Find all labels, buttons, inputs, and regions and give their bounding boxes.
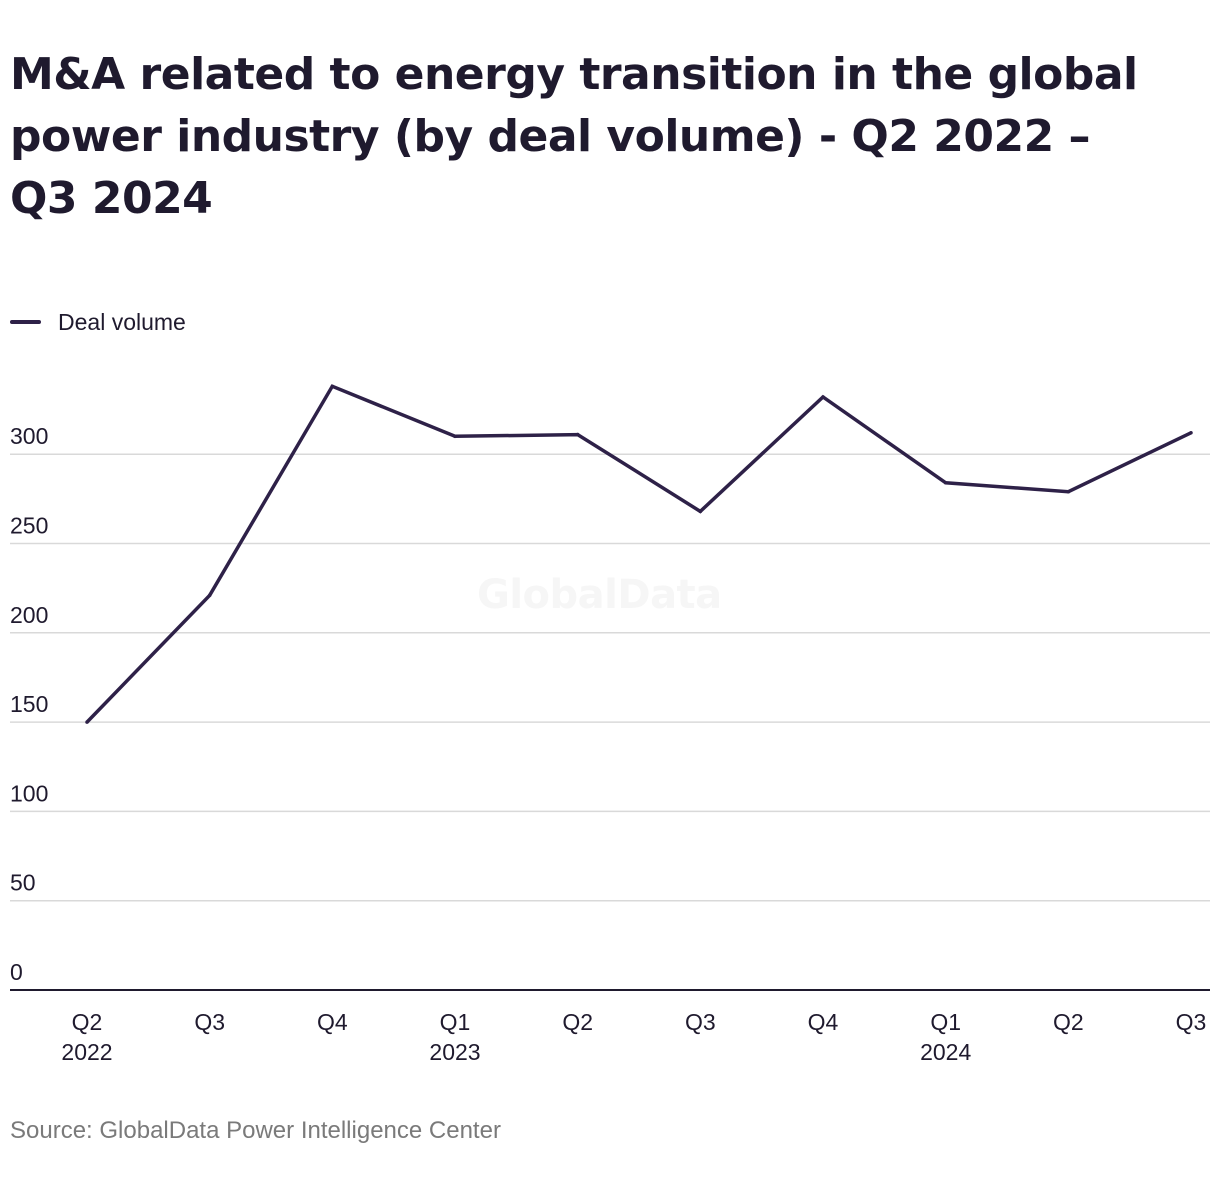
y-tick-label-200: 200 bbox=[10, 602, 48, 628]
data-point-0-1 bbox=[207, 593, 212, 598]
x-tick-year-7: 2024 bbox=[920, 1039, 971, 1065]
x-tick-label-4: Q2 bbox=[562, 1009, 593, 1035]
x-tick-label-9: Q3 bbox=[1176, 1009, 1207, 1035]
legend: Deal volume bbox=[10, 307, 186, 337]
legend-label-deal-volume: Deal volume bbox=[58, 308, 186, 335]
data-point-0-6 bbox=[821, 395, 825, 399]
chart-title: M&A related to energy transition in the … bbox=[10, 49, 1138, 224]
data-point-0-3 bbox=[453, 434, 457, 439]
legend-swatch-deal-volume bbox=[10, 320, 41, 324]
x-tick-year-3: 2023 bbox=[429, 1039, 480, 1065]
x-tick-label-1: Q3 bbox=[194, 1009, 225, 1035]
x-tick-label-3: Q1 bbox=[440, 1009, 471, 1035]
data-point-0-9 bbox=[1189, 431, 1193, 435]
x-tick-label-8: Q2 bbox=[1053, 1009, 1084, 1035]
series-line-0 bbox=[85, 384, 1192, 724]
x-tick-label-2: Q4 bbox=[317, 1009, 348, 1035]
data-point-0-5 bbox=[698, 509, 703, 514]
data-point-0-7 bbox=[943, 481, 948, 485]
data-point-0-0 bbox=[85, 720, 89, 724]
y-tick-label-300: 300 bbox=[10, 423, 48, 449]
y-tick-label-50: 50 bbox=[10, 870, 36, 896]
data-point-0-2 bbox=[330, 384, 335, 389]
x-tick-label-6: Q4 bbox=[808, 1009, 839, 1035]
data-point-0-8 bbox=[1066, 489, 1071, 494]
x-tick-label-5: Q3 bbox=[685, 1009, 716, 1035]
y-tick-label-150: 150 bbox=[10, 691, 48, 717]
y-tick-label-0: 0 bbox=[10, 959, 23, 985]
watermark: GlobalData bbox=[477, 572, 722, 618]
data-point-0-4 bbox=[575, 432, 580, 437]
x-tick-label-0: Q2 bbox=[72, 1009, 103, 1035]
y-tick-label-100: 100 bbox=[10, 780, 48, 806]
source-note: Source: GlobalData Power Intelligence Ce… bbox=[10, 1117, 501, 1144]
x-tick-label-7: Q1 bbox=[930, 1009, 961, 1035]
x-tick-year-0: 2022 bbox=[61, 1039, 112, 1065]
chart-plot: 0 50 100 150 200 250 300 Q2 2022 Q3 Q4 Q1 2023 Q2 Q3 Q4… bbox=[10, 384, 1210, 1065]
y-tick-label-250: 250 bbox=[10, 513, 48, 539]
